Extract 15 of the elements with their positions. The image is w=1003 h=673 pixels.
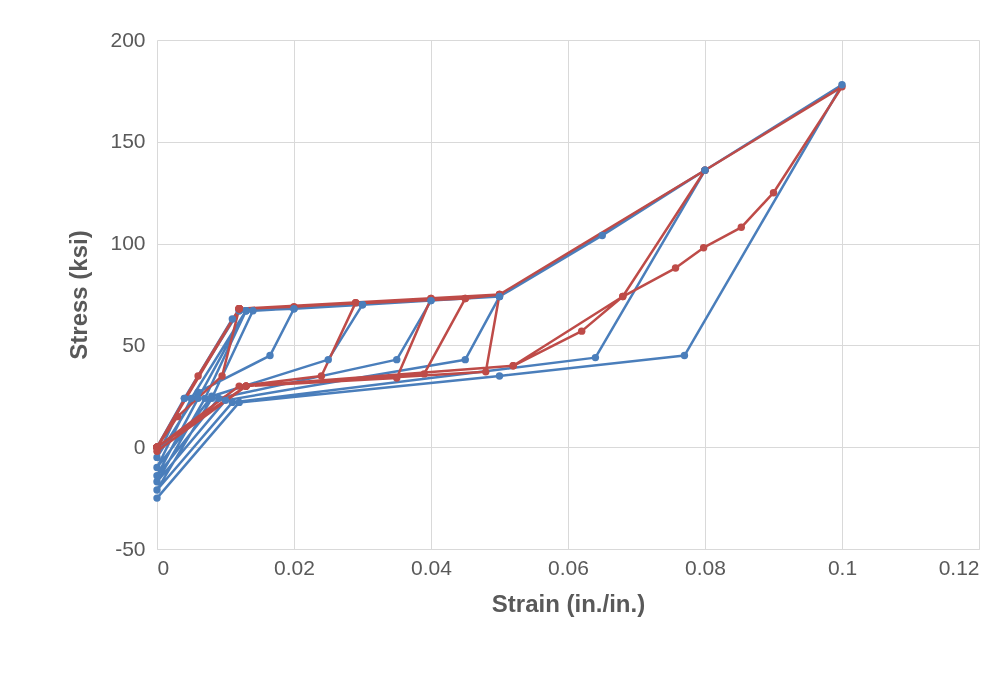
x-tick-label: 0.04 xyxy=(411,555,453,579)
x-tick-label: 0.1 xyxy=(827,555,858,579)
y-axis-title: Stress (ksi) xyxy=(65,230,93,360)
y-tick-label: 200 xyxy=(110,27,146,51)
y-tick-label: 150 xyxy=(110,129,146,153)
x-tick-label: 0.02 xyxy=(274,555,315,579)
x-tick-label: 0 xyxy=(157,555,170,579)
x-tick-label: 0.12 xyxy=(938,555,980,579)
y-tick-label: 50 xyxy=(122,332,146,356)
x-tick-label: 0.06 xyxy=(548,555,589,579)
y-tick-label: -50 xyxy=(115,536,146,560)
x-axis-title: Strain (in./in.) xyxy=(491,589,646,617)
y-tick-label: 0 xyxy=(133,434,146,458)
y-tick-label: 100 xyxy=(110,231,146,255)
x-tick-label: 0.08 xyxy=(685,555,726,579)
